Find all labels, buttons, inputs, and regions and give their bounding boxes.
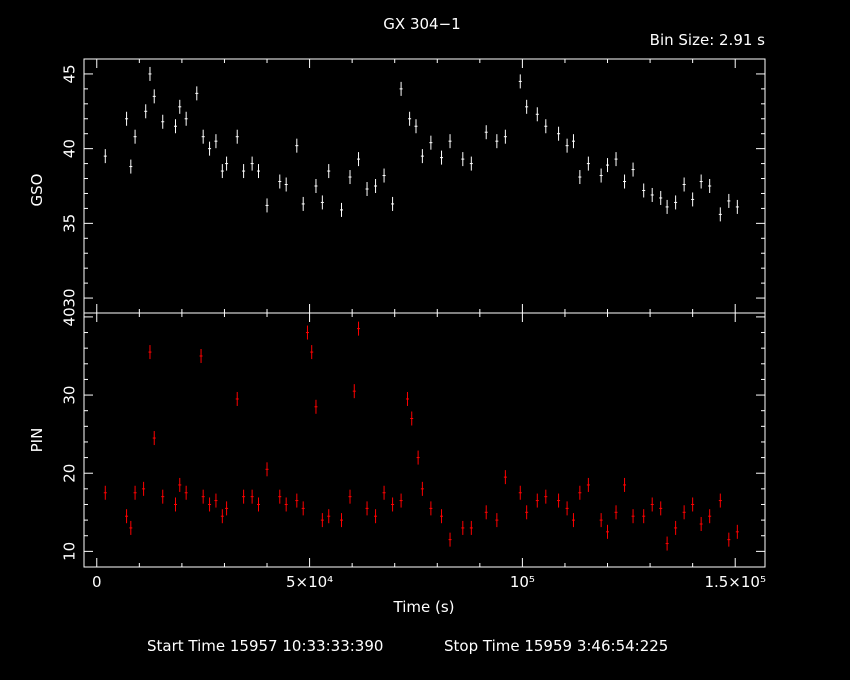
y-tick-label: 40 <box>61 307 79 326</box>
stop-time-label: Stop Time 15959 3:46:54:225 <box>444 637 668 655</box>
y-tick-label: 30 <box>61 386 79 405</box>
y-tick-label: 35 <box>61 214 79 233</box>
y-tick-label: 10 <box>61 542 79 561</box>
pin-axis-label: PIN <box>28 428 46 453</box>
time-axis-label: Time (s) <box>393 598 455 616</box>
x-tick-label: 5×10⁴ <box>286 573 333 591</box>
x-tick-label: 0 <box>92 573 102 591</box>
gso-axis-label: GSO <box>28 174 46 207</box>
start-time-label: Start Time 15957 10:33:33:390 <box>147 637 383 655</box>
x-tick-label: 1.5×10⁵ <box>704 573 766 591</box>
bin-size-label: Bin Size: 2.91 s <box>650 31 766 49</box>
y-tick-label: 40 <box>61 139 79 158</box>
y-tick-label: 20 <box>61 464 79 483</box>
top-panel-frame <box>83 58 766 314</box>
y-tick-label: 45 <box>61 64 79 83</box>
bottom-panel-frame <box>83 312 766 568</box>
x-tick-label: 10⁵ <box>510 573 535 591</box>
chart-title: GX 304−1 <box>383 15 460 33</box>
y-tick-label: 30 <box>61 289 79 308</box>
